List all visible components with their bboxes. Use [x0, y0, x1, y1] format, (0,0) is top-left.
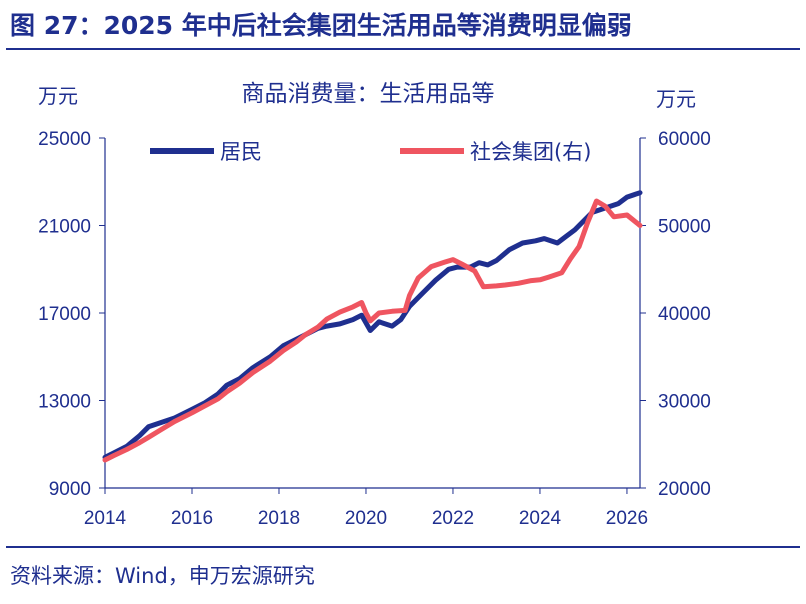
- x-tick-label: 2014: [84, 508, 127, 529]
- legend-label-residents: 居民: [220, 140, 262, 164]
- x-axis-ticks: 2014 2016 2018 2020 2022 2024 2026: [84, 488, 648, 529]
- series-lines: [102, 190, 643, 463]
- left-tick-label: 9000: [49, 479, 91, 500]
- x-tick-label: 2022: [432, 508, 474, 529]
- x-tick-label: 2016: [171, 508, 213, 529]
- x-tick-label: 2026: [606, 508, 648, 529]
- x-tick-label: 2018: [258, 508, 300, 529]
- right-tick-label: 50000: [658, 217, 711, 238]
- title-rule: [6, 48, 800, 50]
- social-groups-line: [102, 198, 643, 463]
- source-rule: [6, 546, 800, 548]
- right-tick-label: 60000: [658, 129, 711, 150]
- chart-title: 商品消费量：生活用品等: [242, 81, 495, 107]
- right-axis-ticks: 60000 50000 40000 30000 20000: [640, 129, 711, 500]
- right-axis-unit: 万元: [656, 87, 696, 111]
- residents-line: [102, 190, 643, 460]
- left-tick-label: 25000: [38, 129, 91, 150]
- source-note: 资料来源：Wind，申万宏源研究: [10, 564, 315, 588]
- x-tick-label: 2020: [345, 508, 387, 529]
- figure-title: 图 27：2025 年中后社会集团生活用品等消费明显偏弱: [10, 11, 632, 40]
- line-chart: 商品消费量：生活用品等 万元 万元 25000 21000 17000 13000 90…: [38, 81, 711, 529]
- left-tick-label: 13000: [38, 392, 91, 413]
- left-axis-unit: 万元: [38, 84, 78, 108]
- left-tick-label: 21000: [38, 217, 91, 238]
- left-axis-ticks: 25000 21000 17000 13000 9000: [38, 129, 105, 500]
- right-tick-label: 30000: [658, 392, 711, 413]
- legend: 居民 社会集团(右): [150, 140, 591, 164]
- left-tick-label: 17000: [38, 304, 91, 325]
- right-tick-label: 40000: [658, 304, 711, 325]
- right-tick-label: 20000: [658, 479, 711, 500]
- x-tick-label: 2024: [519, 508, 562, 529]
- legend-label-social-groups: 社会集团(右): [470, 140, 591, 164]
